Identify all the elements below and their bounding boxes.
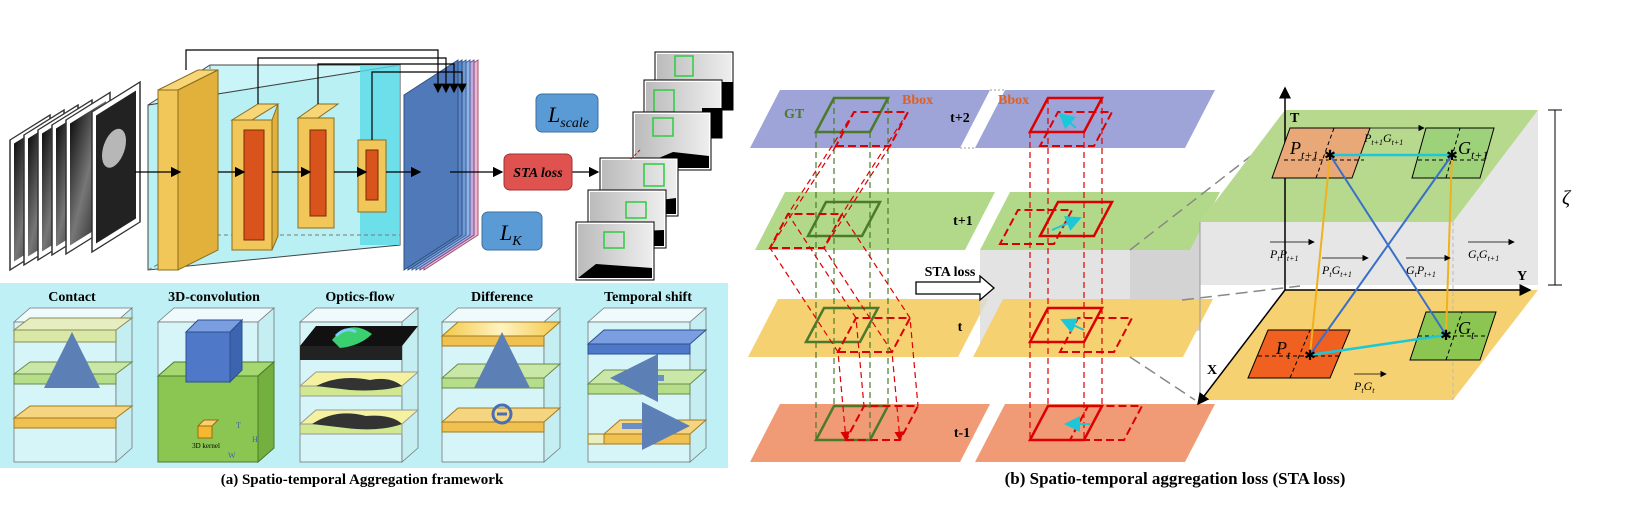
point-label-p-t: Pt (1275, 338, 1291, 362)
loss-scale-symbol: L (547, 102, 560, 127)
frame-label-t-1: t-1 (954, 426, 970, 441)
frame-label-t: t (958, 320, 963, 335)
conv-block-3 (296, 103, 340, 229)
kernel-label: 3D kernel (192, 442, 220, 450)
loss-k-symbol: L (499, 220, 512, 245)
loss-k-subscript: K (511, 234, 522, 249)
svg-text:LK: LK (499, 220, 522, 249)
zoom-lines (1129, 144, 1301, 401)
skip-connections (185, 49, 467, 140)
detail-box (1197, 86, 1562, 406)
right-vertical-links (1029, 98, 1103, 440)
left-vertical-links (769, 98, 919, 442)
sta-loss-arrow-label: STA loss (925, 265, 976, 280)
svg-text:✱: ✱ (1324, 149, 1336, 164)
point-p-t1-base: P (1289, 138, 1301, 158)
plane-t2-left (750, 90, 990, 148)
input-frame-stack (9, 80, 141, 272)
dim-label-w: W (228, 451, 236, 460)
conv-block-4 (357, 139, 387, 213)
conv-block-1 (157, 69, 219, 271)
gt-label: GT (784, 107, 805, 122)
detail-boxes (1247, 127, 1497, 379)
module-title-optics-flow: Optics-flow (325, 290, 395, 305)
module-3d-convolution: 3D kernel T H W (156, 307, 276, 464)
plane-separators (960, 89, 1005, 149)
panel-a: Lscale STA loss LK Contact 3D-convolutio… (0, 49, 734, 488)
cyan-offset-arrows (1051, 112, 1090, 432)
output-frames (575, 51, 734, 281)
frame-label-t2: t+2 (950, 111, 970, 126)
point-g-t1-base: G (1458, 138, 1471, 158)
point-label-g-t1: Gt+1 (1458, 138, 1488, 162)
vector-lines: ✱ ✱ ✱ ✱ (1304, 149, 1458, 364)
point-g-t1-sub: t+1 (1471, 148, 1488, 162)
module-contact (12, 307, 134, 463)
svg-text:Lscale: Lscale (547, 102, 589, 131)
svg-text:✱: ✱ (1440, 329, 1452, 344)
plane-t2-right (975, 90, 1215, 148)
feature-stack (403, 59, 479, 271)
conv-block-2 (230, 103, 280, 251)
module-difference (440, 307, 562, 463)
plane-t-1-right (975, 404, 1215, 462)
vector-label-pt-gt: PtGt (1353, 379, 1375, 395)
point-g-t-base: G (1458, 318, 1471, 338)
caption-panel-a: (a) Spatio-temporal Aggregation framewor… (221, 472, 504, 488)
sta-loss-label: STA loss (513, 166, 563, 181)
bbox-label-left: Bbox (902, 93, 933, 108)
point-p-t1-sub: t+1 (1301, 148, 1318, 162)
loss-scale-subscript: scale (560, 116, 589, 131)
plane-t1-right (980, 192, 1220, 250)
svg-text:✱: ✱ (1304, 349, 1316, 364)
axis-label-x: X (1207, 363, 1217, 378)
sta-loss-box: STA loss (503, 153, 573, 191)
point-p-t-sub: t (1287, 348, 1291, 362)
point-p-t-base: P (1275, 338, 1287, 358)
caption-panel-b: (b) Spatio-temporal aggregation loss (ST… (1005, 469, 1346, 488)
axis-label-y: Y (1517, 269, 1527, 284)
point-g-t-sub: t (1471, 328, 1475, 342)
svg-text:✱: ✱ (1446, 149, 1458, 164)
vector-label-gt-gt1: GtGt+1 (1468, 247, 1499, 263)
module-title-3d-convolution: 3D-convolution (168, 290, 260, 305)
vector-label-pt-gt1: PtGt+1 (1321, 263, 1352, 279)
module-title-contact: Contact (48, 290, 96, 305)
point-label-g-t: Gt (1458, 318, 1475, 342)
module-title-temporal-shift: Temporal shift (604, 290, 692, 305)
dim-label-t: T (236, 421, 241, 430)
vector-label-pt1-gt1: Pt+1Gt+1 (1363, 131, 1403, 147)
loss-scale-box: Lscale (535, 93, 599, 133)
vector-label-pt-pt1: PtPt+1 (1269, 247, 1299, 263)
sta-loss-arrow: STA loss (915, 265, 995, 302)
module-optics-flow (298, 307, 420, 463)
dim-label-h: H (252, 435, 258, 444)
module-title-difference: Difference (471, 290, 533, 305)
panel-b: t+2 t+1 t t-1 GT (748, 86, 1572, 488)
vector-label-gt-pt1: GtPt+1 (1406, 263, 1436, 279)
module-temporal-shift (586, 307, 708, 463)
point-label-p-t1: Pt+1 (1289, 138, 1318, 162)
axis-label-zeta: ζ (1562, 187, 1572, 209)
axis-label-t: T (1290, 111, 1300, 126)
bbox-label-right: Bbox (998, 93, 1029, 108)
vector-labels: Pt+1Gt+1 PtPt+1 PtGt+1 GtPt+1 GtGt+1 PtG… (1269, 124, 1515, 395)
loss-k-box: LK (481, 211, 543, 251)
frame-label-t1: t+1 (953, 214, 973, 229)
